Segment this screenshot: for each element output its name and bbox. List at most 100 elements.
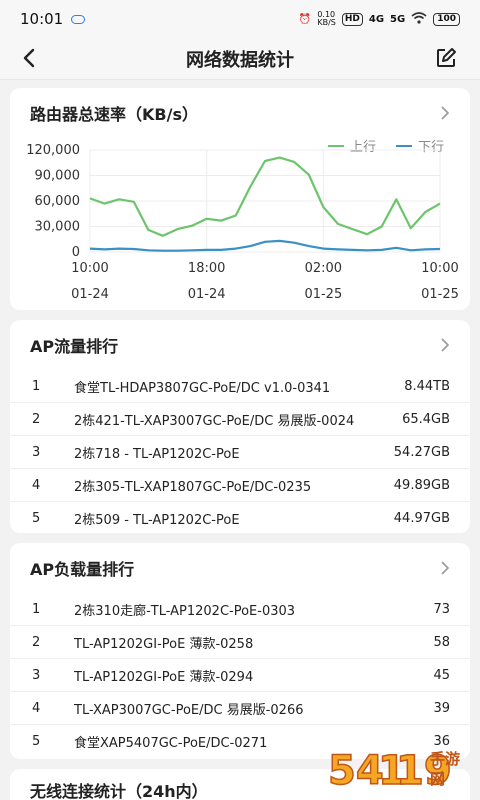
legend-down: 下行 (395, 136, 444, 155)
list-item[interactable]: 3 2栋718 - TL-AP1202C-PoE 54.27GB (10, 436, 470, 469)
ap-value: 49.89GB (393, 477, 450, 493)
hd-icon: HD (341, 12, 363, 26)
list-item[interactable]: 2 2栋421-TL-XAP3007GC-PoE/DC 易展版-0024 65.4G… (10, 403, 470, 436)
ap-value: 73 (433, 601, 450, 617)
list-item[interactable]: 1 2栋310走廊-TL-AP1202C-PoE-0303 73 (10, 593, 470, 626)
chevron-right-icon[interactable] (440, 338, 450, 352)
net-speed: 0.10 KB/S (317, 10, 336, 27)
ap-load-list: 1 2栋310走廊-TL-AP1202C-PoE-0303 73 2 TL-AP120… (10, 593, 470, 758)
y-tick-label: 0 (72, 245, 80, 260)
nav-bar: 网络数据统计 (0, 38, 480, 80)
legend-up-swatch (327, 144, 344, 147)
list-item[interactable]: 2 TL-AP1202GI-PoE 薄款-0258 58 (10, 626, 470, 659)
rank: 3 (32, 667, 41, 683)
wifi-stats-title: 无线连接统计（24h内） (30, 782, 208, 800)
status-time: 10:01 (20, 10, 64, 28)
back-arrow-icon[interactable] (18, 46, 42, 70)
y-tick-label: 30,000 (35, 220, 81, 235)
ap-name: 食堂XAP5407GC-PoE/DC-0271 (74, 736, 268, 751)
ap-name: 2栋421-TL-XAP3007GC-PoE/DC 易展版-0024 (74, 413, 355, 429)
chevron-right-icon[interactable] (440, 106, 450, 120)
svg-text:54: 54 (328, 748, 384, 794)
ap-traffic-header[interactable]: AP流量排行 (10, 320, 470, 370)
ap-value: 58 (433, 634, 450, 650)
ap-name: TL-XAP3007GC-PoE/DC 易展版-0266 (74, 702, 304, 718)
rank: 2 (32, 411, 41, 427)
ap-load-card: AP负载量排行 1 2栋310走廊-TL-AP1202C-PoE-0303 73 2… (10, 543, 470, 759)
y-tick-label: 60,000 (35, 194, 81, 209)
ap-name: 2栋718 - TL-AP1202C-PoE (74, 446, 240, 462)
x-tick-date: 01-24 (71, 287, 109, 302)
rank: 5 (32, 511, 41, 526)
x-tick-date: 01-25 (421, 287, 459, 302)
battery-icon: 100 (433, 12, 460, 26)
svg-text:1: 1 (378, 748, 406, 794)
ap-name: 2栋310走廊-TL-AP1202C-PoE-0303 (74, 603, 296, 619)
wifi-icon (411, 11, 427, 27)
legend-up: 上行 (327, 136, 376, 155)
legend-up-label: 上行 (349, 140, 376, 155)
x-tick-time: 18:00 (188, 261, 225, 276)
list-item[interactable]: 1 食堂TL-HDAP3807GC-PoE/DC v1.0-0341 8.44TB (10, 370, 470, 403)
x-tick-time: 10:00 (71, 261, 108, 276)
ap-traffic-card: AP流量排行 1 食堂TL-HDAP3807GC-PoE/DC v1.0-0341… (10, 320, 470, 533)
x-tick-time: 02:00 (305, 261, 342, 276)
svg-text:网: 网 (430, 770, 445, 788)
series-line-down (89, 239, 441, 252)
svg-text:19: 19 (396, 748, 452, 794)
ap-name: TL-AP1202GI-PoE 薄款-0258 (74, 636, 254, 652)
ap-value: 39 (433, 700, 450, 716)
speed-card-header[interactable]: 路由器总速率（KB/s） (10, 88, 470, 138)
list-item[interactable]: 5 2栋509 - TL-AP1202C-PoE 44.97GB (10, 502, 470, 535)
rank: 1 (32, 601, 41, 617)
signal-5g-icon: 5G (390, 13, 406, 25)
x-tick-date: 01-25 (304, 287, 342, 302)
svg-text:手游: 手游 (430, 750, 460, 768)
signal-4g-icon: 4G (368, 13, 385, 25)
chart-legend: 上行 下行 (327, 136, 444, 155)
ap-name: 2栋509 - TL-AP1202C-PoE (74, 513, 240, 528)
ap-name: 2栋305-TL-XAP1807GC-PoE/DC-0235 (74, 479, 312, 495)
status-bar: 10:01 ⏰ 0.10 KB/S HD 4G 5G 100 (0, 0, 480, 38)
y-tick-label: 120,000 (26, 143, 80, 158)
ap-value: 8.44TB (404, 378, 450, 394)
ap-traffic-list: 1 食堂TL-HDAP3807GC-PoE/DC v1.0-0341 8.44TB … (10, 370, 470, 535)
rank: 3 (32, 444, 41, 460)
ap-traffic-title: AP流量排行 (30, 337, 119, 356)
ap-value: 45 (433, 667, 450, 683)
chevron-right-icon[interactable] (440, 561, 450, 575)
ap-load-header[interactable]: AP负载量排行 (10, 543, 470, 593)
wifi-stats-header[interactable]: 无线连接统计（24h内） (10, 769, 470, 800)
edit-icon[interactable] (434, 46, 458, 70)
ap-value: 54.27GB (393, 444, 450, 460)
ap-value: 44.97GB (393, 511, 450, 526)
wifi-stats-card: 无线连接统计（24h内） (10, 769, 470, 800)
speed-chart: 120,00090,00060,00030,000010:0001-2418:0… (26, 143, 459, 302)
series-line-up (89, 156, 441, 237)
list-item[interactable]: 5 食堂XAP5407GC-PoE/DC-0271 36 (10, 725, 470, 758)
legend-down-label: 下行 (417, 140, 444, 155)
page-title: 网络数据统计 (186, 49, 294, 71)
y-tick-label: 90,000 (35, 169, 81, 184)
ap-load-title: AP负载量排行 (30, 560, 135, 579)
speed-card-title: 路由器总速率（KB/s） (30, 105, 198, 124)
rank: 5 (32, 734, 41, 749)
rank: 4 (32, 700, 41, 716)
x-tick-date: 01-24 (188, 287, 226, 302)
list-item[interactable]: 4 TL-XAP3007GC-PoE/DC 易展版-0266 39 (10, 692, 470, 725)
ap-name: TL-AP1202GI-PoE 薄款-0294 (74, 669, 254, 685)
rank: 1 (32, 378, 41, 394)
watermark-logo: 54 1 19 手游 网 (327, 747, 460, 795)
legend-down-swatch (395, 144, 412, 147)
x-tick-time: 10:00 (421, 261, 458, 276)
alarm-icon: ⏰ (298, 13, 312, 25)
ap-value: 36 (433, 734, 450, 749)
list-item[interactable]: 3 TL-AP1202GI-PoE 薄款-0294 45 (10, 659, 470, 692)
cloud-icon (71, 14, 86, 24)
rank: 4 (32, 477, 41, 493)
speed-card: 路由器总速率（KB/s） 上行 下行 120,000 90,000 60,000 30… (10, 88, 470, 310)
ap-value: 65.4GB (402, 411, 450, 427)
ap-name: 食堂TL-HDAP3807GC-PoE/DC v1.0-0341 (74, 380, 331, 396)
list-item[interactable]: 4 2栋305-TL-XAP1807GC-PoE/DC-0235 49.89GB (10, 469, 470, 502)
rank: 2 (32, 634, 41, 650)
